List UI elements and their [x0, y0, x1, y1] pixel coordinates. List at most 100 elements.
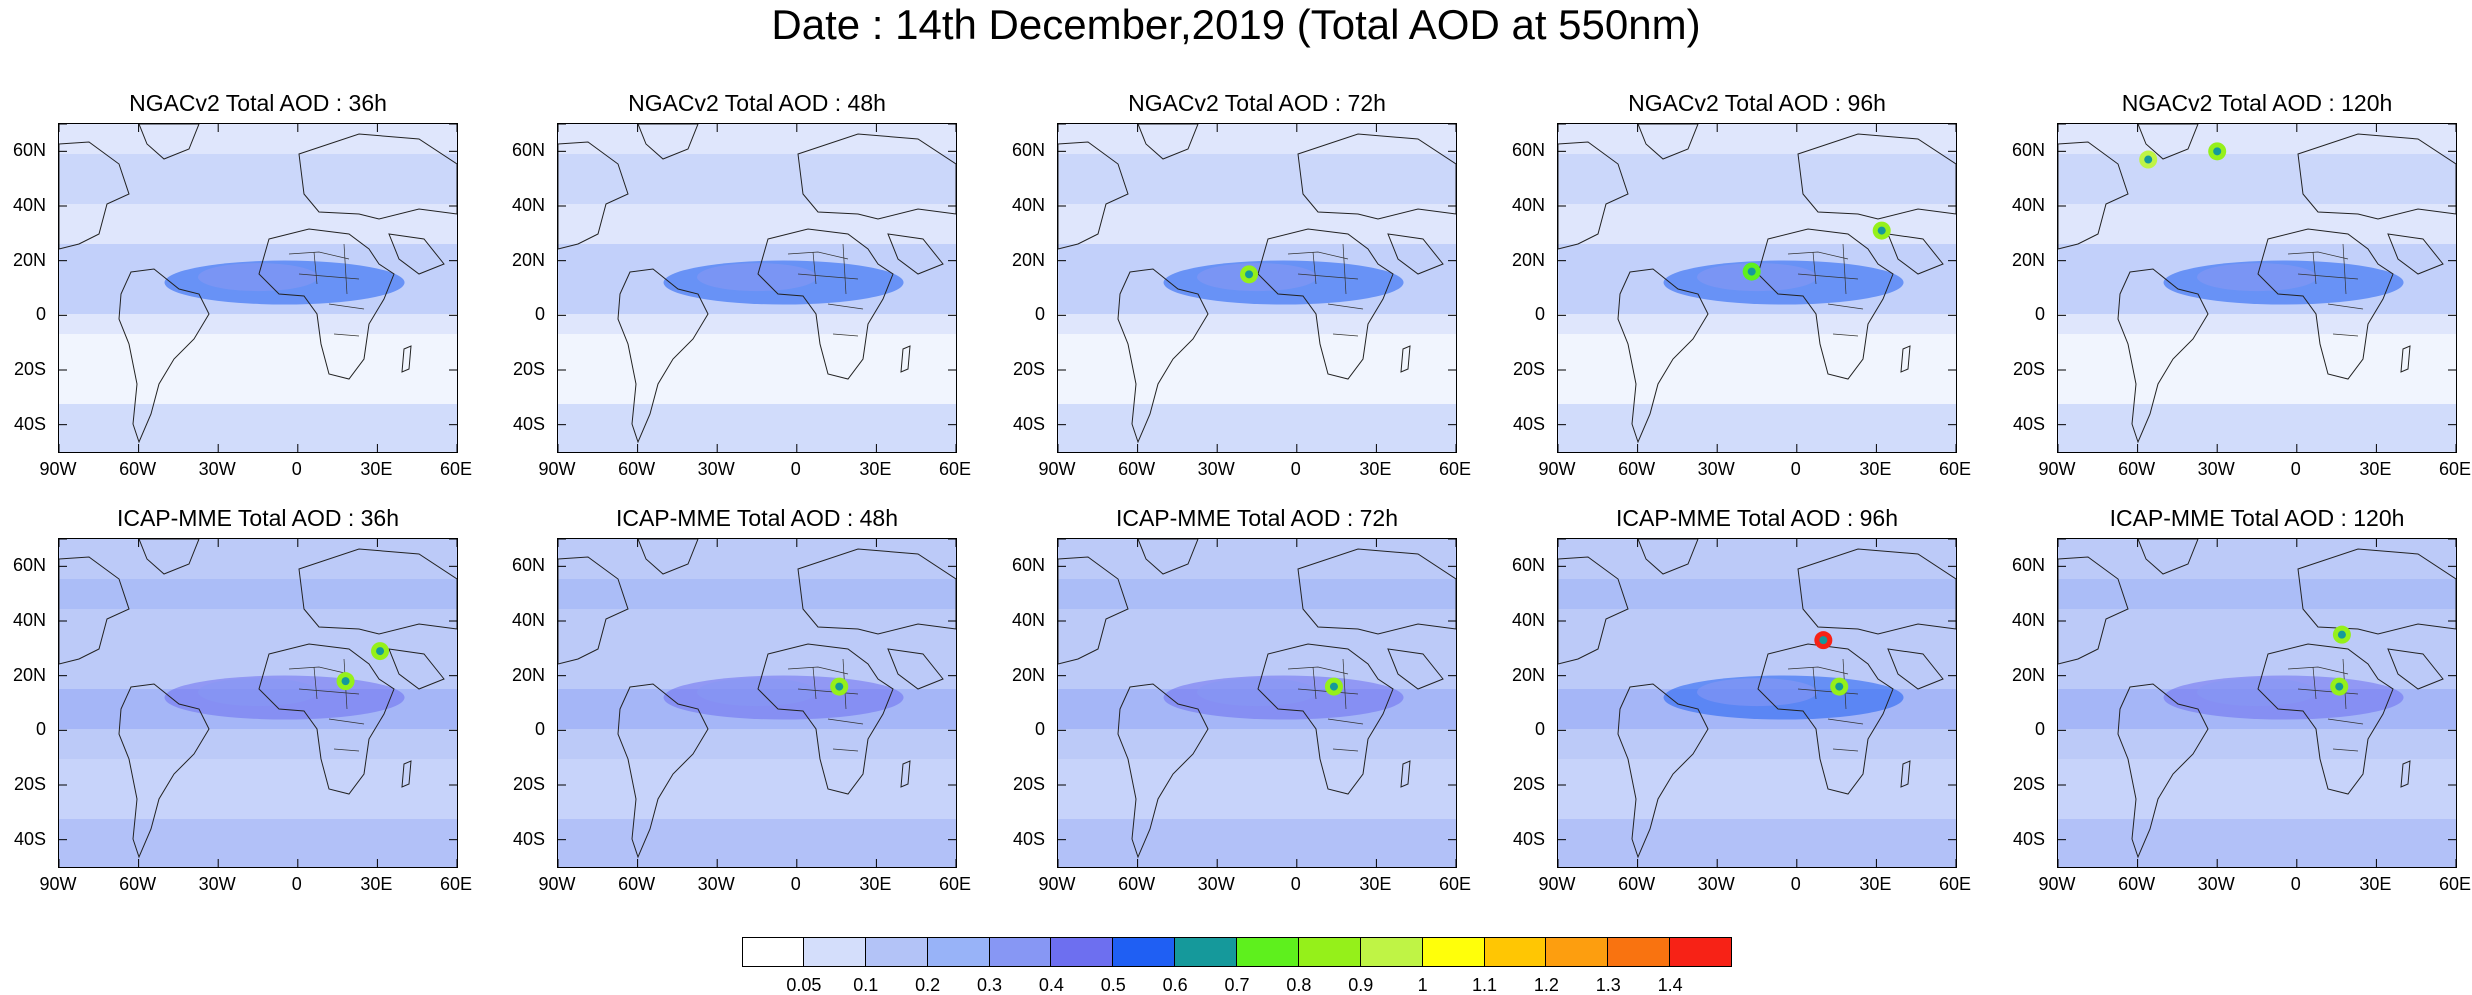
border-line [288, 666, 350, 675]
colorbar-label: 1 [1417, 975, 1428, 995]
colorbar-label: 1.2 [1533, 975, 1559, 995]
lon-tick-label: 60E [2438, 874, 2472, 894]
colorbar-label: 0.5 [1100, 975, 1126, 995]
coastline [2400, 345, 2411, 373]
panel-title: ICAP-MME Total AOD : 36h [116, 505, 400, 531]
coastline [637, 539, 699, 575]
lat-tick-label: 0 [534, 719, 545, 740]
lon-tick-label: 60W [618, 459, 656, 479]
lon-tick-label: 30W [2197, 874, 2235, 894]
coastline [1117, 268, 1209, 444]
aod-band [558, 334, 956, 404]
lat-tick-label: 60N [2011, 555, 2045, 576]
aod-band [1058, 334, 1456, 404]
coastline [558, 141, 629, 250]
border-line [2287, 251, 2349, 260]
lat-tick-label: 20S [2012, 774, 2045, 794]
colorbar-cell [1237, 937, 1299, 967]
lon-tick-label: 0 [2290, 459, 2301, 479]
lat-tick-label: 40N [511, 195, 545, 215]
coastline [401, 345, 412, 373]
lat-tick-label: 40S [1012, 413, 1045, 434]
coastline [2387, 648, 2444, 690]
aod-hotspot-core [1819, 636, 1828, 645]
coastline [1757, 643, 1894, 795]
colorbar-cell [927, 937, 990, 967]
coastline [757, 643, 894, 795]
aod-hotspot-core [2144, 155, 2153, 164]
border-line [2332, 748, 2359, 752]
aod-map [2057, 538, 2457, 868]
lon-tick-label: 30E [2359, 874, 2392, 894]
lat-tick-label: 20S [13, 774, 46, 794]
border-line [787, 251, 849, 260]
panel-title: NGACv2 Total AOD : 48h [628, 90, 886, 116]
aod-band [558, 404, 956, 452]
lon-tick-label: 30W [1197, 459, 1235, 479]
coastline [2297, 133, 2456, 220]
coastline [1257, 643, 1394, 795]
border-line [1342, 658, 1347, 710]
lon-tick-label: 60W [1118, 874, 1156, 894]
lat-tick-label: 20S [1512, 359, 1545, 379]
map-panel-4: NGACv2 Total AOD : 96h 60N 40N 20N 0 20S 40S 90… [1512, 90, 1971, 510]
aod-band [558, 579, 956, 609]
coastline [59, 141, 130, 250]
coastline [1558, 141, 1629, 250]
aod-band [558, 154, 956, 204]
panel-title: ICAP-MME Total AOD : 48h [615, 505, 899, 531]
lon-tick-label: 90W [1038, 459, 1076, 479]
panel-title: NGACv2 Total AOD : 72h [1128, 90, 1386, 116]
aod-band [558, 759, 956, 819]
panel-title: ICAP-MME Total AOD : 96h [1615, 505, 1899, 531]
lat-tick-label: 20S [512, 359, 545, 379]
lon-tick-label: 60W [618, 874, 656, 894]
lat-tick-label: 20S [1012, 774, 1045, 794]
lat-tick-label: 20N [2011, 249, 2045, 270]
border-line [288, 251, 350, 260]
border-line [298, 273, 360, 280]
lon-tick-label: 60E [938, 459, 972, 479]
colorbar-label: 0.6 [1162, 975, 1188, 995]
aod-band [1058, 404, 1456, 452]
lat-tick-label: 40S [512, 828, 545, 849]
aod-map [1057, 123, 1457, 453]
panel-title: NGACv2 Total AOD : 96h [1628, 90, 1886, 116]
map-panel-7: ICAP-MME Total AOD : 48h 60N 40N 20N 0 20S 40S… [512, 505, 971, 925]
border-line [1332, 748, 1359, 752]
lon-tick-label: 90W [2038, 874, 2076, 894]
coastline [258, 643, 395, 795]
coastline [617, 683, 709, 859]
coastline [59, 556, 130, 665]
border-line [1787, 251, 1849, 260]
aod-hotspot-core [2337, 630, 2346, 639]
lon-tick-label: 30E [360, 874, 393, 894]
coastline [797, 133, 956, 220]
aod-map [557, 538, 957, 868]
colorbar-cell [1360, 937, 1423, 967]
coastline [1137, 539, 1199, 575]
map-panel-8: ICAP-MME Total AOD : 72h 60N 40N 20N 0 20S 40S… [1012, 505, 1471, 925]
border-line [832, 333, 859, 337]
border-line [1812, 251, 1817, 285]
coastline [1887, 648, 1944, 690]
border-line [333, 748, 360, 752]
lat-tick-label: 40N [2011, 195, 2045, 215]
lat-tick-label: 0 [35, 719, 46, 740]
colorbar-cell [1113, 937, 1176, 967]
aod-hotspot-core [1245, 270, 1254, 279]
colorbar-label: 0.9 [1348, 975, 1374, 995]
lon-tick-label: 60E [938, 874, 972, 894]
border-line [1827, 718, 1864, 725]
aod-band [59, 759, 457, 819]
border-line [2332, 333, 2359, 337]
colorbar-label: 1.1 [1471, 975, 1498, 995]
coastline [1297, 548, 1456, 635]
lat-tick-label: 0 [1534, 719, 1545, 740]
lon-tick-label: 60W [1618, 459, 1656, 479]
lat-tick-label: 40N [12, 610, 46, 630]
lon-tick-label: 30W [697, 874, 735, 894]
lon-tick-label: 0 [2290, 874, 2301, 894]
colorbar-label: 0.2 [915, 975, 941, 995]
lon-tick-label: 30E [2359, 459, 2392, 479]
